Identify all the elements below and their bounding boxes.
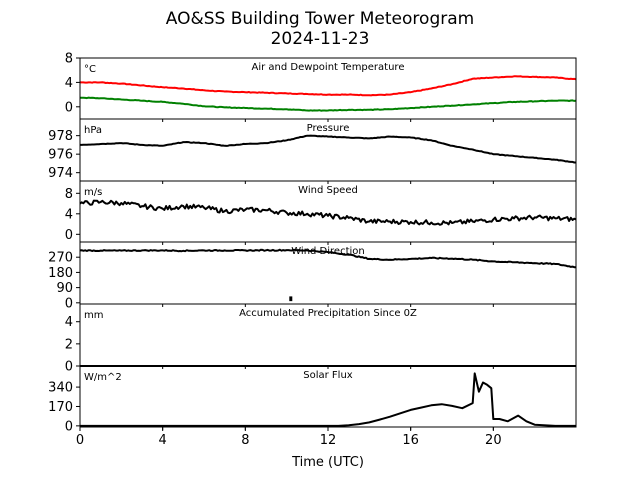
panel-title-5: Accumulated Precipitation Since 0Z [239, 308, 417, 319]
y-tick-label-5-4: 4 [65, 315, 73, 330]
y-tick-label-2-978: 978 [48, 129, 73, 144]
y-tick-label-1-0: 0 [65, 100, 73, 115]
y-tick-label-2-974: 974 [48, 166, 73, 181]
figure-title-line1: AO&SS Building Tower Meteorogram [166, 9, 474, 29]
x-tick-label-12: 12 [320, 433, 337, 448]
series-line-6-1 [80, 372, 576, 427]
unit-label-6: W/m^2 [84, 372, 122, 383]
y-tick-label-2-976: 976 [48, 148, 73, 163]
unit-label-5: mm [84, 310, 103, 321]
x-axis-label: Time (UTC) [291, 455, 364, 470]
unit-label-2: hPa [84, 125, 102, 136]
y-tick-label-4-0: 0 [65, 296, 73, 311]
y-tick-label-3-0: 0 [65, 228, 73, 243]
series-line-1-1 [80, 75, 577, 97]
panel-title-4: Wind Direction [291, 246, 365, 257]
x-tick-label-8: 8 [241, 433, 249, 448]
y-tick-label-3-8: 8 [65, 187, 73, 202]
x-tick-label-16: 16 [402, 433, 419, 448]
series-line-3-1 [79, 199, 577, 226]
figure-title-line2: 2024-11-23 [271, 29, 370, 49]
panel-title-1: Air and Dewpoint Temperature [252, 62, 405, 73]
x-tick-label-20: 20 [485, 433, 502, 448]
panel-6: 0 170 340 W/m^2 Solar Flux [48, 365, 577, 434]
y-tick-label-5-0: 0 [65, 360, 73, 375]
x-axis: 0 4 8 12 16 20 [76, 427, 502, 448]
panel-2: 974 976 978 hPa Pressure [48, 118, 577, 184]
y-tick-label-4-180: 180 [48, 266, 73, 281]
x-tick-label-4: 4 [159, 433, 167, 448]
y-tick-label-6-340: 340 [48, 381, 73, 396]
panel-title-2: Pressure [307, 123, 350, 134]
y-tick-label-4-90: 90 [56, 281, 73, 296]
panel-1: 0 4 8 °C Air and Dewpoint Temperature [65, 52, 577, 122]
y-tick-label-1-4: 4 [65, 76, 73, 91]
series-line-4-1 [79, 248, 577, 269]
panel-5: 0 2 4 mm Accumulated Precipitation Since 0Z [65, 303, 577, 375]
panels-group: 048°C Air and Dewpoint Temperature9749769… [48, 52, 577, 434]
panel-3: 0 4 8 m/s Wind Speed [65, 180, 577, 245]
y-tick-label-6-170: 170 [48, 400, 73, 415]
x-tick-label-0: 0 [76, 433, 84, 448]
y-tick-label-1-8: 8 [65, 52, 73, 67]
unit-label-3: m/s [84, 187, 102, 198]
y-tick-label-5-2: 2 [65, 337, 73, 352]
y-tick-label-6-0: 0 [65, 419, 73, 434]
y-tick-label-3-4: 4 [65, 207, 73, 222]
panel-title-6: Solar Flux [303, 370, 353, 381]
series-line-2-1 [80, 134, 576, 164]
unit-label-1: °C [84, 64, 96, 75]
panel-title-3: Wind Speed [298, 185, 358, 196]
y-tick-label-4-270: 270 [48, 251, 73, 266]
series-line-1-2 [79, 96, 577, 112]
